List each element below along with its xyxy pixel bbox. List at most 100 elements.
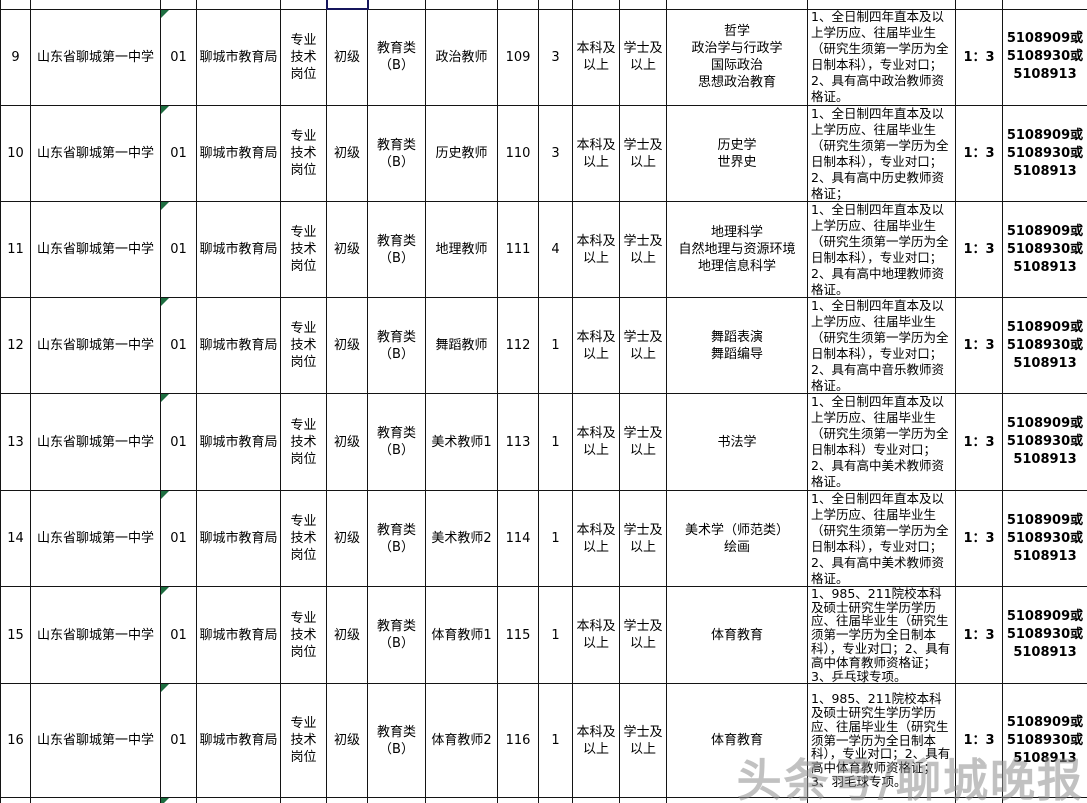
error-indicator-icon [161,202,169,210]
cell-phones: 5108909或 5108930或 5108913 [1002,201,1087,298]
cell-post-code: 116 [497,683,539,798]
cell-org-code: 01 [160,201,197,298]
cell-content [574,0,619,8]
education-line: 以上 [582,250,609,266]
cell-org-code: 01 [160,8,197,106]
cell-degree: 学士及 以上 [619,393,667,491]
category-line: （B） [379,443,414,458]
majors-line: 政治学与行政学 [691,41,783,57]
majors-line: 绘画 [723,539,750,555]
cell-content: 1、全日制四年直本及以上学历应、往届毕业生（研究生须第一学历为全日制本科）专业对… [811,394,949,490]
cell-content: 15 [7,627,24,643]
cell-content: 初级 [333,531,360,546]
cell-content [328,798,367,803]
cell-content: 初级 [333,50,360,65]
degree-line: 以上 [629,154,656,170]
cell-content [427,798,497,803]
post-type-line: 专业 [290,225,317,240]
cell-post-type: 专业 技术 岗位 [280,297,327,394]
cell-content: 舞蹈表演 舞蹈编导 [668,299,807,393]
cell-count: 4 [538,201,573,298]
cell-content: 9 [11,49,20,65]
cell-org-code: 01 [160,490,197,587]
cell-education: 本科及 以上 [572,8,620,106]
cell-content: 5108909或 5108930或 5108913 [1004,588,1087,683]
post-type-line: 岗位 [290,163,317,178]
cell-bureau [196,797,281,803]
cell-content: 本科及 以上 [574,588,619,683]
cell-ratio: 1：3 [955,393,1003,491]
cell-requirements: 1、全日制四年直本及以上学历应、往届毕业生（研究生须第一学历为全日制本科），专业… [807,490,956,587]
cell-content: 山东省聊城第一中学 [36,434,154,450]
cell-level: 初级 [326,8,368,106]
cell-requirements: 1、985、211院校本科及硕士研究生学历学历应、往届毕业生（研究生须第一学历为… [807,683,956,798]
cell-degree: 学士及 以上 [619,490,667,587]
cell-content: 学士及 以上 [621,685,666,797]
cell-content: 本科及 以上 [574,107,619,201]
phones-line: 5108913 [1013,750,1077,766]
degree-line: 学士及 [623,619,663,634]
category-line: 教育类 [376,724,416,740]
majors-line: 地理信息科学 [697,259,776,274]
cell-school: 山东省聊城第一中学 [30,297,161,394]
cell-content: 5108909或 5108930或 5108913 [1004,492,1087,586]
cell-majors: 舞蹈表演 舞蹈编导 [666,297,808,394]
cell-content: 1：3 [963,146,995,161]
degree-line: 以上 [629,741,656,757]
education-line: 本科及 [576,522,616,538]
cell-content: 5108909或 5108930或 5108913 [1004,299,1087,393]
cell-requirements: 1、全日制四年直本及以上学历应、往届毕业生（研究生须第一学历为全日制本科），专业… [807,8,956,106]
cell-content: 聊城市教育局 [199,733,278,748]
cell-content: 专业 技术 岗位 [282,10,326,105]
cell-position [425,0,498,10]
cell-content: 聊城市教育局 [199,49,278,65]
cell-content: 10 [7,146,24,161]
cell-post-code: 110 [497,105,539,202]
post-type-line: 专业 [290,32,317,48]
cell-content: 山东省聊城第一中学 [36,733,154,748]
cell-org-code: 01 [160,393,197,491]
majors-line: 体育教育 [710,733,763,748]
phones-line: 5108913 [1013,259,1077,275]
cell-content: 16 [7,733,24,748]
cell-content: 教育类 （B） [369,492,425,586]
cell-education: 本科及 以上 [572,105,620,202]
cell-content [1004,798,1087,803]
cell-bureau: 聊城市教育局 [196,201,281,298]
cell-phones: 5108909或 5108930或 5108913 [1002,297,1087,394]
cell-bureau: 聊城市教育局 [196,683,281,798]
cell-content: 01 [170,627,187,643]
cell-content: 1：3 [963,531,995,546]
cell-content: 1、全日制四年直本及以上学历应、往届毕业生（研究生须第一学历为全日制本科），专业… [811,202,949,297]
post-type-line: 技术 [290,531,317,546]
error-indicator-icon [161,106,169,114]
cell-content: 1、全日制四年直本及以上学历应、往届毕业生（研究生须第一学历为全日制本科），专业… [811,491,949,586]
cell-category [367,0,426,10]
error-indicator-icon [161,684,169,692]
cell-position: 体育教师1 [425,586,498,684]
cell-position [425,797,498,803]
cell-content: 111 [505,242,531,257]
cell-school: 山东省聊城第一中学 [30,393,161,491]
cell-content: 114 [505,531,531,546]
cell-content [1004,0,1087,8]
degree-line: 学士及 [623,724,663,740]
cell-category: 教育类 （B） [367,490,426,587]
cell-content: 山东省聊城第一中学 [36,338,154,353]
cell-phones: 5108909或 5108930或 5108913 [1002,490,1087,587]
error-indicator-icon [161,394,169,402]
cell-count: 1 [538,490,573,587]
cell-content: 学士及 以上 [621,299,666,393]
post-type-line: 专业 [290,417,317,433]
table-row: 13 山东省聊城第一中学 01 聊城市教育局 专业 技术 岗位 初级 教育类 （B） 美术教师1 11… [0,393,1087,491]
majors-line: 哲学 [723,24,750,40]
cell-content: 教育类 （B） [369,299,425,393]
cell-content: 01 [170,338,187,353]
cell-no: 9 [0,8,31,106]
education-line: 以上 [582,539,609,555]
cell-no: 10 [0,105,31,202]
phones-line: 5108909或 [1006,416,1084,431]
cell-category: 教育类 （B） [367,105,426,202]
cell-content: 教育类 （B） [369,395,425,490]
